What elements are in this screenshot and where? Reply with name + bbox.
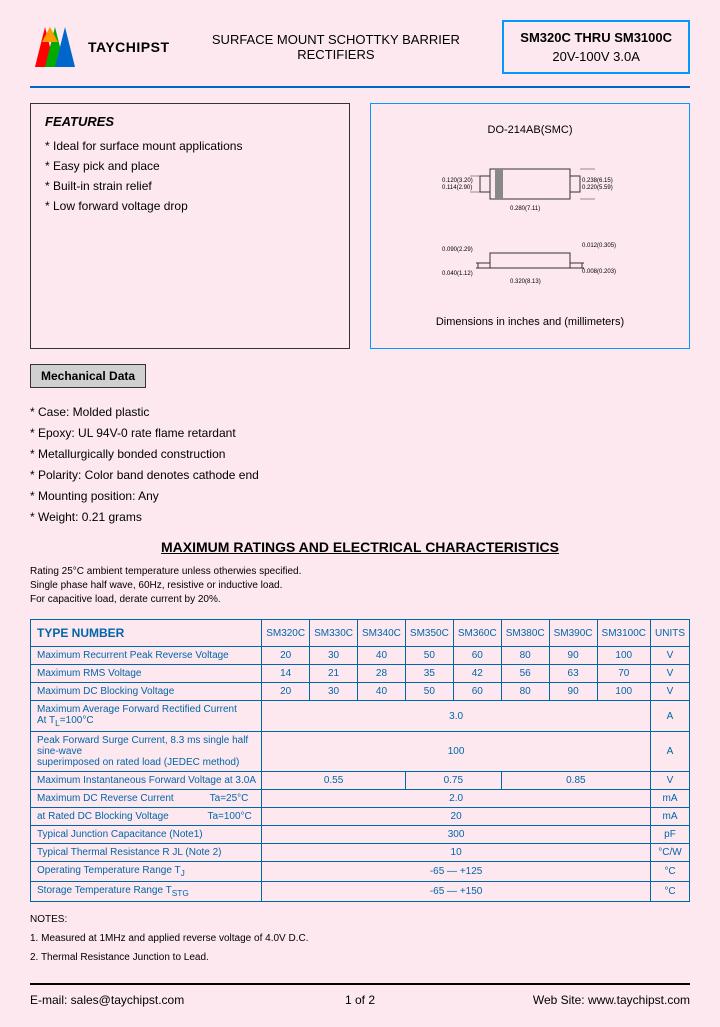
package-name: DO-214AB(SMC) xyxy=(385,124,675,136)
footer-email: E-mail: sales@taychipst.com xyxy=(30,993,184,1007)
max-ratings-header: MAXIMUM RATINGS AND ELECTRICAL CHARACTER… xyxy=(30,539,690,555)
part-range: SM320C THRU SM3100C xyxy=(520,30,672,45)
svg-text:0.040(1.12): 0.040(1.12) xyxy=(442,271,473,277)
package-top-view: 0.120(3.20) 0.114(2.90) 0.238(6.15) 0.22… xyxy=(440,154,620,214)
feature-item: * Ideal for surface mount applications xyxy=(45,139,335,153)
svg-text:0.320(8.13): 0.320(8.13) xyxy=(510,279,541,285)
footer-website: Web Site: www.taychipst.com xyxy=(533,993,690,1007)
spec-row: Peak Forward Surge Current, 8.3 ms singl… xyxy=(31,732,690,772)
company-name: TAYCHIPST xyxy=(88,39,170,55)
logo-icon xyxy=(30,22,80,72)
svg-text:0.238(6.15): 0.238(6.15) xyxy=(582,178,613,184)
header: TAYCHIPST SURFACE MOUNT SCHOTTKY BARRIER… xyxy=(30,20,690,88)
mech-item: * Metallurgically bonded construction xyxy=(30,447,690,461)
mechanical-list: * Case: Molded plastic * Epoxy: UL 94V-0 … xyxy=(30,405,690,524)
package-side-view: 0.090(2.29) 0.040(1.12) 0.012(0.305) 0.0… xyxy=(440,233,620,293)
footer: E-mail: sales@taychipst.com 1 of 2 Web S… xyxy=(30,983,690,1007)
doc-title: SURFACE MOUNT SCHOTTKY BARRIER RECTIFIER… xyxy=(190,32,483,62)
mech-item: * Epoxy: UL 94V-0 rate flame retardant xyxy=(30,426,690,440)
spec-row: Storage Temperature Range TSTG-65 — +150… xyxy=(31,882,690,902)
spec-row: Maximum Instantaneous Forward Voltage at… xyxy=(31,772,690,790)
mechanical-header: Mechanical Data xyxy=(30,364,146,388)
diagram-caption: Dimensions in inches and (millimeters) xyxy=(385,316,675,328)
spec-row: at Rated DC Blocking Voltage Ta=100°C20m… xyxy=(31,808,690,826)
spec-row: Operating Temperature Range TJ-65 — +125… xyxy=(31,862,690,882)
part-number-box: SM320C THRU SM3100C 20V-100V 3.0A xyxy=(502,20,690,74)
logo: TAYCHIPST xyxy=(30,22,170,72)
page-number: 1 of 2 xyxy=(345,993,375,1007)
svg-text:0.220(5.59): 0.220(5.59) xyxy=(582,185,613,191)
features-box: FEATURES * Ideal for surface mount appli… xyxy=(30,103,350,349)
spec-row: Maximum DC Blocking Voltage2030405060809… xyxy=(31,683,690,701)
rating-conditions: Rating 25°C ambient temperature unless o… xyxy=(30,565,690,607)
svg-text:0.114(2.90): 0.114(2.90) xyxy=(442,185,472,191)
notes-section: NOTES: 1. Measured at 1MHz and applied r… xyxy=(30,914,690,963)
spec-row: Maximum Average Forward Rectified Curren… xyxy=(31,701,690,732)
feature-item: * Easy pick and place xyxy=(45,159,335,173)
note-item: 1. Measured at 1MHz and applied reverse … xyxy=(30,933,690,944)
svg-text:0.012(0.305): 0.012(0.305) xyxy=(582,243,616,249)
notes-header: NOTES: xyxy=(30,914,690,925)
spec-table: TYPE NUMBER SM320CSM330CSM340CSM350CSM36… xyxy=(30,619,690,902)
mech-item: * Mounting position: Any xyxy=(30,489,690,503)
feature-item: * Built-in strain relief xyxy=(45,179,335,193)
mech-item: * Weight: 0.21 grams xyxy=(30,510,690,524)
spec-row: Typical Thermal Resistance R JL (Note 2)… xyxy=(31,844,690,862)
package-diagram: DO-214AB(SMC) 0.120(3.20) 0.114(2.90) 0.… xyxy=(370,103,690,349)
part-spec: 20V-100V 3.0A xyxy=(520,49,672,64)
feature-item: * Low forward voltage drop xyxy=(45,199,335,213)
spec-row: Maximum Recurrent Peak Reverse Voltage20… xyxy=(31,647,690,665)
spec-row: Maximum RMS Voltage1421283542566370V xyxy=(31,665,690,683)
svg-text:0.090(2.29): 0.090(2.29) xyxy=(442,247,473,253)
svg-text:0.120(3.20): 0.120(3.20) xyxy=(442,178,473,184)
type-number-header: TYPE NUMBER xyxy=(31,620,262,647)
features-header: FEATURES xyxy=(45,114,335,129)
svg-text:0.280(7.11): 0.280(7.11) xyxy=(510,206,540,212)
spec-row: Typical Junction Capacitance (Note1)300p… xyxy=(31,826,690,844)
svg-text:0.008(0.203): 0.008(0.203) xyxy=(582,269,616,275)
spec-row: Maximum DC Reverse Current Ta=25°C2.0mA xyxy=(31,790,690,808)
mech-item: * Polarity: Color band denotes cathode e… xyxy=(30,468,690,482)
mech-item: * Case: Molded plastic xyxy=(30,405,690,419)
note-item: 2. Thermal Resistance Junction to Lead. xyxy=(30,952,690,963)
